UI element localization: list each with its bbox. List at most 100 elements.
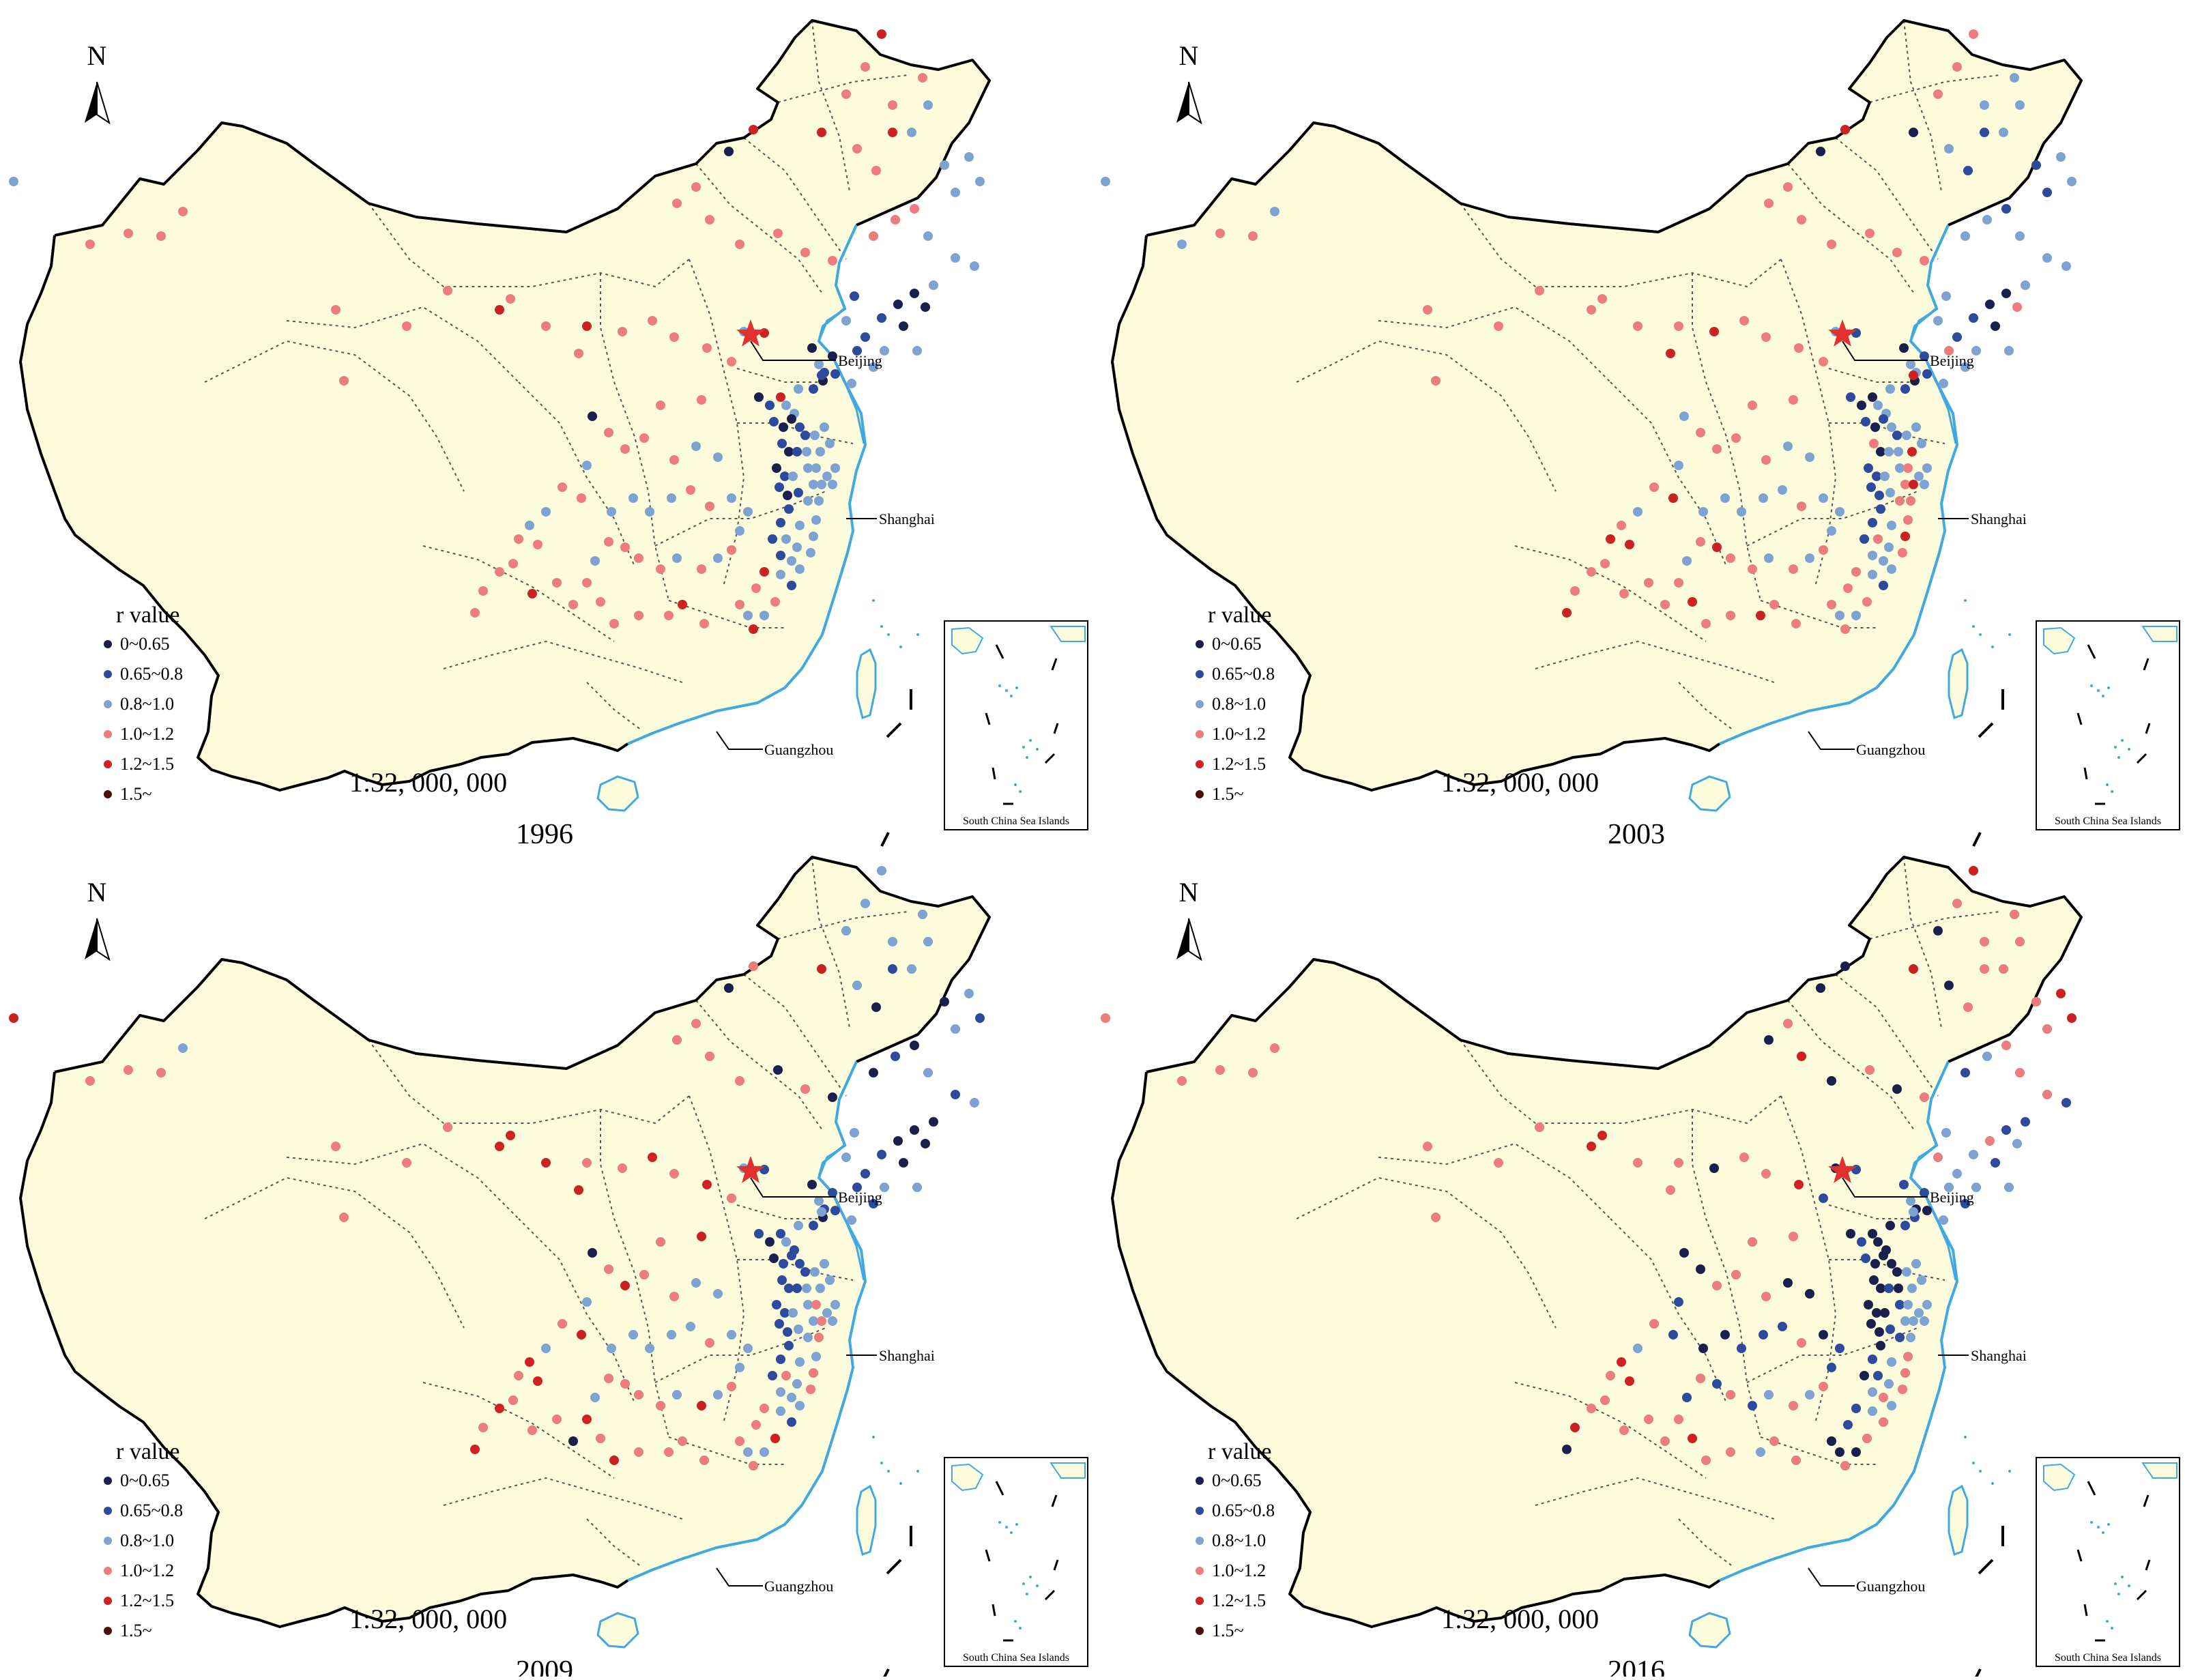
city-point: [1933, 316, 1943, 325]
city-point: [1868, 1355, 1877, 1364]
city-point: [910, 1125, 919, 1135]
city-point: [1606, 1371, 1615, 1380]
city-point: [691, 441, 701, 451]
city-point: [1941, 1128, 1951, 1138]
city-point: [1887, 1259, 1896, 1269]
city-point: [672, 553, 682, 563]
city-point: [2001, 1041, 2011, 1050]
city-point: [533, 1376, 542, 1386]
city-point: [1939, 379, 1948, 388]
city-point: [402, 1158, 411, 1168]
legend-label: 1.5~: [1212, 784, 1244, 804]
city-point: [888, 128, 897, 137]
legend: r value 0~0.65 0.65~0.8 0.8~1.0 1.0~1.2 1.2~1…: [1196, 603, 1275, 804]
city-point: [907, 964, 916, 974]
north-arrow-icon: [1176, 918, 1202, 960]
city-point: [85, 240, 95, 249]
city-point: [735, 240, 744, 249]
city-point: [1900, 1368, 1910, 1378]
city-point: [590, 1393, 600, 1402]
city-point: [495, 567, 504, 577]
city-point: [841, 926, 851, 936]
city-point: [1873, 401, 1883, 410]
city-point: [814, 360, 824, 369]
city-point: [1909, 1207, 1918, 1217]
city-point: [1944, 144, 1954, 154]
city-point: [1862, 1434, 1872, 1443]
city-point: [800, 248, 810, 257]
city-point: [1535, 1123, 1544, 1132]
city-point: [1649, 482, 1659, 492]
guangzhou-label: Guangzhou: [764, 741, 833, 758]
city-point: [672, 199, 682, 208]
city-point: [1709, 327, 1719, 336]
city-point: [912, 1183, 922, 1192]
beijing-label: Beijing: [1930, 1189, 1974, 1206]
city-point: [1791, 1455, 1801, 1465]
city-point: [910, 289, 919, 298]
city-point: [1902, 1267, 1911, 1277]
city-point: [1674, 578, 1683, 588]
city-point: [860, 62, 870, 72]
guangzhou-leader-line: [1808, 1567, 1855, 1587]
city-point: [1248, 1068, 1258, 1077]
legend: r value 0~0.65 0.65~0.8 0.8~1.0 1.0~1.2 1.2~1…: [104, 603, 183, 804]
city-point: [1887, 564, 1896, 574]
city-point: [604, 1264, 613, 1274]
city-point: [1884, 1379, 1894, 1389]
city-point: [1843, 1420, 1853, 1430]
legend-swatch: [104, 1507, 112, 1515]
city-point: [1668, 493, 1678, 503]
city-point: [1907, 1284, 1917, 1293]
city-point: [645, 507, 654, 517]
city-point: [1819, 1330, 1828, 1339]
city-point: [574, 1185, 583, 1195]
china-basemap: [1111, 856, 2181, 1680]
city-point: [781, 1371, 791, 1380]
legend-label: 1.5~: [120, 1621, 152, 1640]
city-point: [568, 600, 578, 609]
city-point: [656, 564, 665, 574]
city-point: [1819, 493, 1828, 503]
city-point: [1698, 1344, 1708, 1353]
city-point: [929, 280, 938, 290]
city-point: [1971, 1183, 1981, 1192]
city-point: [803, 463, 813, 473]
city-point: [1619, 1425, 1629, 1435]
city-point: [852, 346, 862, 356]
city-point: [1696, 1374, 1705, 1383]
city-point: [1909, 480, 1918, 489]
city-point: [1215, 229, 1225, 238]
china-basemap: [19, 856, 1089, 1680]
city-point: [910, 1041, 919, 1050]
city-point: [691, 1278, 701, 1288]
city-point: [1914, 472, 1924, 481]
city-point: [1903, 515, 1913, 525]
city-point: [1712, 444, 1722, 454]
city-point: [1879, 556, 1888, 566]
city-point: [85, 1076, 95, 1086]
city-point: [749, 624, 758, 634]
city-point: [1879, 1417, 1888, 1427]
city-point: [795, 521, 805, 530]
city-point: [2067, 1013, 2077, 1023]
city-point: [1900, 1221, 1910, 1230]
city-point: [525, 521, 534, 530]
city-point: [735, 1363, 744, 1372]
city-point: [860, 899, 870, 908]
city-point: [1816, 983, 1825, 993]
city-point: [825, 439, 835, 448]
legend-swatch: [1196, 700, 1204, 708]
city-point: [1846, 1229, 1855, 1239]
city-point: [1769, 600, 1779, 609]
city-point: [1868, 1387, 1877, 1397]
city-point: [828, 351, 837, 361]
city-point: [773, 1065, 783, 1075]
city-point: [1865, 229, 1875, 238]
city-point: [2056, 989, 2066, 998]
north-arrow-icon: [1176, 81, 1202, 124]
city-point: [809, 480, 818, 489]
city-point: [795, 1259, 805, 1269]
city-point: [1971, 346, 1981, 356]
city-point: [672, 1035, 682, 1045]
